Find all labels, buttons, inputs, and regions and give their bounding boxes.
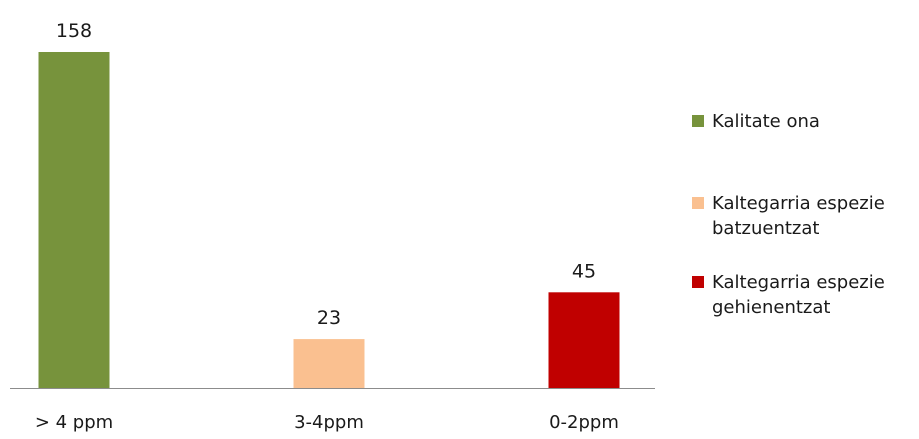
x-tick-label-1: 3-4ppm xyxy=(294,412,364,433)
value-labels-group: 158 23 45 xyxy=(56,20,596,329)
legend-swatch-2 xyxy=(692,276,704,288)
bar-2 xyxy=(548,292,620,388)
bar-0 xyxy=(38,52,110,388)
legend-label-1-line-0: Kaltegarria espezie xyxy=(712,193,885,214)
legend-label-1-line-1: batzuentzat xyxy=(712,218,819,239)
legend-swatch-0 xyxy=(692,115,704,127)
bar-value-label-2: 45 xyxy=(572,260,596,282)
bars-group xyxy=(38,52,620,388)
x-tick-labels-group: > 4 ppm 3-4ppm 0-2ppm xyxy=(35,412,619,433)
legend: Kalitate ona Kaltegarria espezie batzuentz… xyxy=(692,111,885,318)
bar-1 xyxy=(293,339,365,388)
bar-value-label-1: 23 xyxy=(317,307,341,329)
x-tick-label-2: 0-2ppm xyxy=(549,412,619,433)
x-tick-label-0: > 4 ppm xyxy=(35,412,113,433)
legend-label-2-line-0: Kaltegarria espezie xyxy=(712,272,885,293)
legend-label-0-line-0: Kalitate ona xyxy=(712,111,820,132)
bar-value-label-0: 158 xyxy=(56,20,92,42)
legend-swatch-1 xyxy=(692,197,704,209)
legend-label-2-line-1: gehienentzat xyxy=(712,297,830,318)
